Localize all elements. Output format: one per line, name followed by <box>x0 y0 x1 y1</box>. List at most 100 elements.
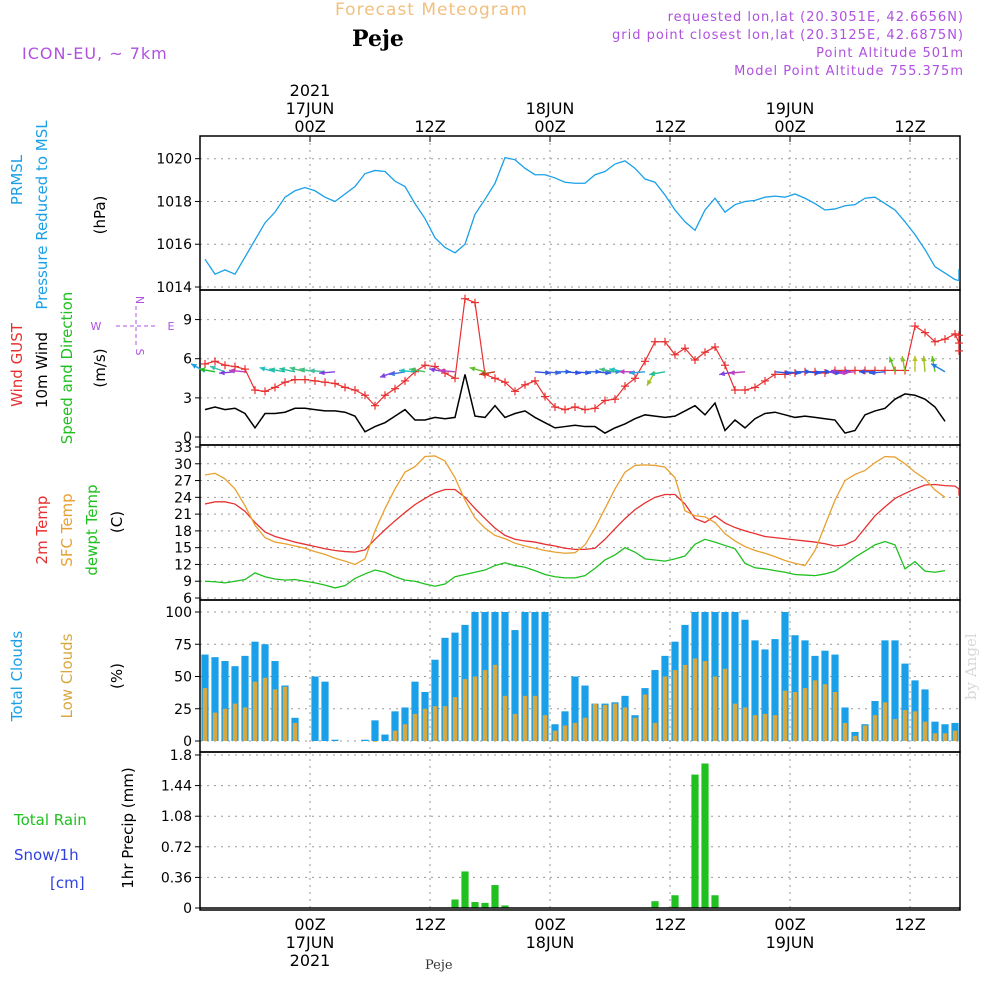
wind-direction-arrow <box>479 371 496 377</box>
wind-arrow-head <box>599 367 606 373</box>
low-cloud-bar <box>912 711 918 741</box>
wind-gust-marker <box>701 348 709 357</box>
wind-arrow-head <box>279 367 286 373</box>
pressure-panel: 1014 1016 1018 1020 <box>156 135 961 296</box>
bottom-time-label-line: 19JUN <box>766 933 815 952</box>
temp-sfc-line <box>204 455 946 567</box>
total-cloud-bar <box>321 681 329 741</box>
wind-gust-marker <box>621 382 629 391</box>
total-cloud-bar <box>781 612 789 741</box>
total-cloud-bar <box>891 640 899 741</box>
top-time-label-line: 00Z <box>294 117 325 136</box>
wind-gust-marker <box>611 395 619 404</box>
wind-gust-marker <box>271 383 279 392</box>
top-time-label-line: 00Z <box>774 117 805 136</box>
low-cloud-bar <box>862 725 868 741</box>
wind-frame <box>199 289 961 446</box>
precip-ytick-label: 1.08 <box>161 809 192 825</box>
total-cloud-bar <box>441 637 449 741</box>
total-cloud-bar <box>381 734 389 741</box>
precip-bar <box>491 885 499 908</box>
precip-unit-label: 1hr Precip (mm) <box>119 767 137 888</box>
bottom-time-label: 12Z <box>654 915 685 934</box>
low-cloud-bar <box>932 733 938 741</box>
low-cloud-bar <box>232 703 238 741</box>
top-time-label-line: 19JUN <box>766 99 815 118</box>
wind-arrow-head <box>219 370 225 376</box>
low-cloud-bar <box>502 695 508 741</box>
total-cloud-bar <box>241 655 249 741</box>
compass-n-label: N <box>133 296 146 304</box>
total-cloud-bar <box>431 659 439 741</box>
grid-point-location: grid point closest lon,lat (20.3125E, 42… <box>612 28 964 43</box>
pressure-label-short: PRMSL <box>8 154 26 205</box>
total-cloud-bar <box>391 711 399 741</box>
wind-gust-marker <box>431 362 439 371</box>
temp-2m-line <box>204 483 960 553</box>
low-cloud-bar <box>592 703 598 741</box>
wind-arrow-head <box>389 371 396 377</box>
wind-arrow-head <box>619 369 625 375</box>
low-cloud-bar <box>552 730 558 741</box>
low-cloud-bar <box>562 725 568 741</box>
wind-direction-arrow <box>628 370 646 376</box>
temp-ytick-label: 21 <box>174 507 192 523</box>
pressure-ytick-label: 1016 <box>156 237 192 253</box>
precip-bar <box>671 895 679 908</box>
pressure-label-long: Pressure Reduced to MSL <box>33 120 51 310</box>
wind-gust-marker <box>311 376 319 385</box>
bottom-time-label-line: 18JUN <box>526 933 575 952</box>
low-cloud-bar <box>712 676 718 741</box>
model-name: ICON-EU, ~ 7km <box>22 44 168 63</box>
wind-gust-marker <box>881 366 889 375</box>
wind-gust-marker <box>301 375 309 384</box>
low-cloud-bar <box>752 715 758 741</box>
wind-gust-marker <box>771 370 779 379</box>
precip-bar <box>691 774 699 908</box>
wind-arrow-head <box>869 370 875 376</box>
total-cloud-bar <box>581 685 589 741</box>
wind-arrow-head <box>555 370 561 376</box>
total-cloud-bar <box>311 676 319 741</box>
low-cloud-bar <box>842 722 848 741</box>
total-cloud-bar <box>211 657 219 741</box>
wind-gust-marker <box>471 298 479 307</box>
wind-direction-arrow <box>209 365 226 373</box>
low-cloud-bar <box>492 664 498 741</box>
low-cloud-bar <box>522 695 528 741</box>
pressure-ytick-label: 1020 <box>156 152 192 168</box>
wind-arrow-head <box>931 363 938 369</box>
temp-ytick-label: 18 <box>174 524 192 540</box>
low-cloud-bar <box>622 707 628 741</box>
wind-gust-marker <box>711 342 719 351</box>
pressure-ytick-label: 1014 <box>156 280 192 296</box>
low-cloud-bar <box>952 730 958 741</box>
low-cloud-bar <box>372 741 378 742</box>
wind-direction-arrow <box>398 368 416 374</box>
wind-arrow-head <box>729 370 735 376</box>
top-time-label-line: 12Z <box>894 117 925 136</box>
compass-rose: N S W E <box>91 296 175 356</box>
wind-gust-marker <box>451 374 459 383</box>
wind-gust-marker <box>911 322 919 331</box>
low-cloud-bar <box>472 676 478 741</box>
low-cloud-bar <box>292 722 298 741</box>
meteogram-title: Forecast Meteogram <box>335 0 528 20</box>
total-cloud-bar <box>771 639 779 741</box>
compass-e-label: E <box>168 320 175 333</box>
low-cloud-bar <box>282 686 288 741</box>
wind-gust-marker <box>721 361 729 370</box>
wind-arrow-head <box>649 371 656 377</box>
top-time-label-line: 00Z <box>534 117 565 136</box>
clouds-ytick-label: 100 <box>165 605 192 621</box>
wind-direction-arrow <box>921 355 927 372</box>
precip-panel: 0 0.36 0.72 1.08 1.44 1.8 <box>161 748 961 917</box>
wind-arrow-head <box>900 356 906 362</box>
clouds-low-label: Low Clouds <box>58 633 76 718</box>
low-cloud-bar <box>572 722 578 741</box>
wind-gust-marker <box>201 359 209 368</box>
precip-bar <box>651 901 659 908</box>
low-cloud-bar <box>402 724 408 741</box>
precip-bar <box>711 895 719 908</box>
